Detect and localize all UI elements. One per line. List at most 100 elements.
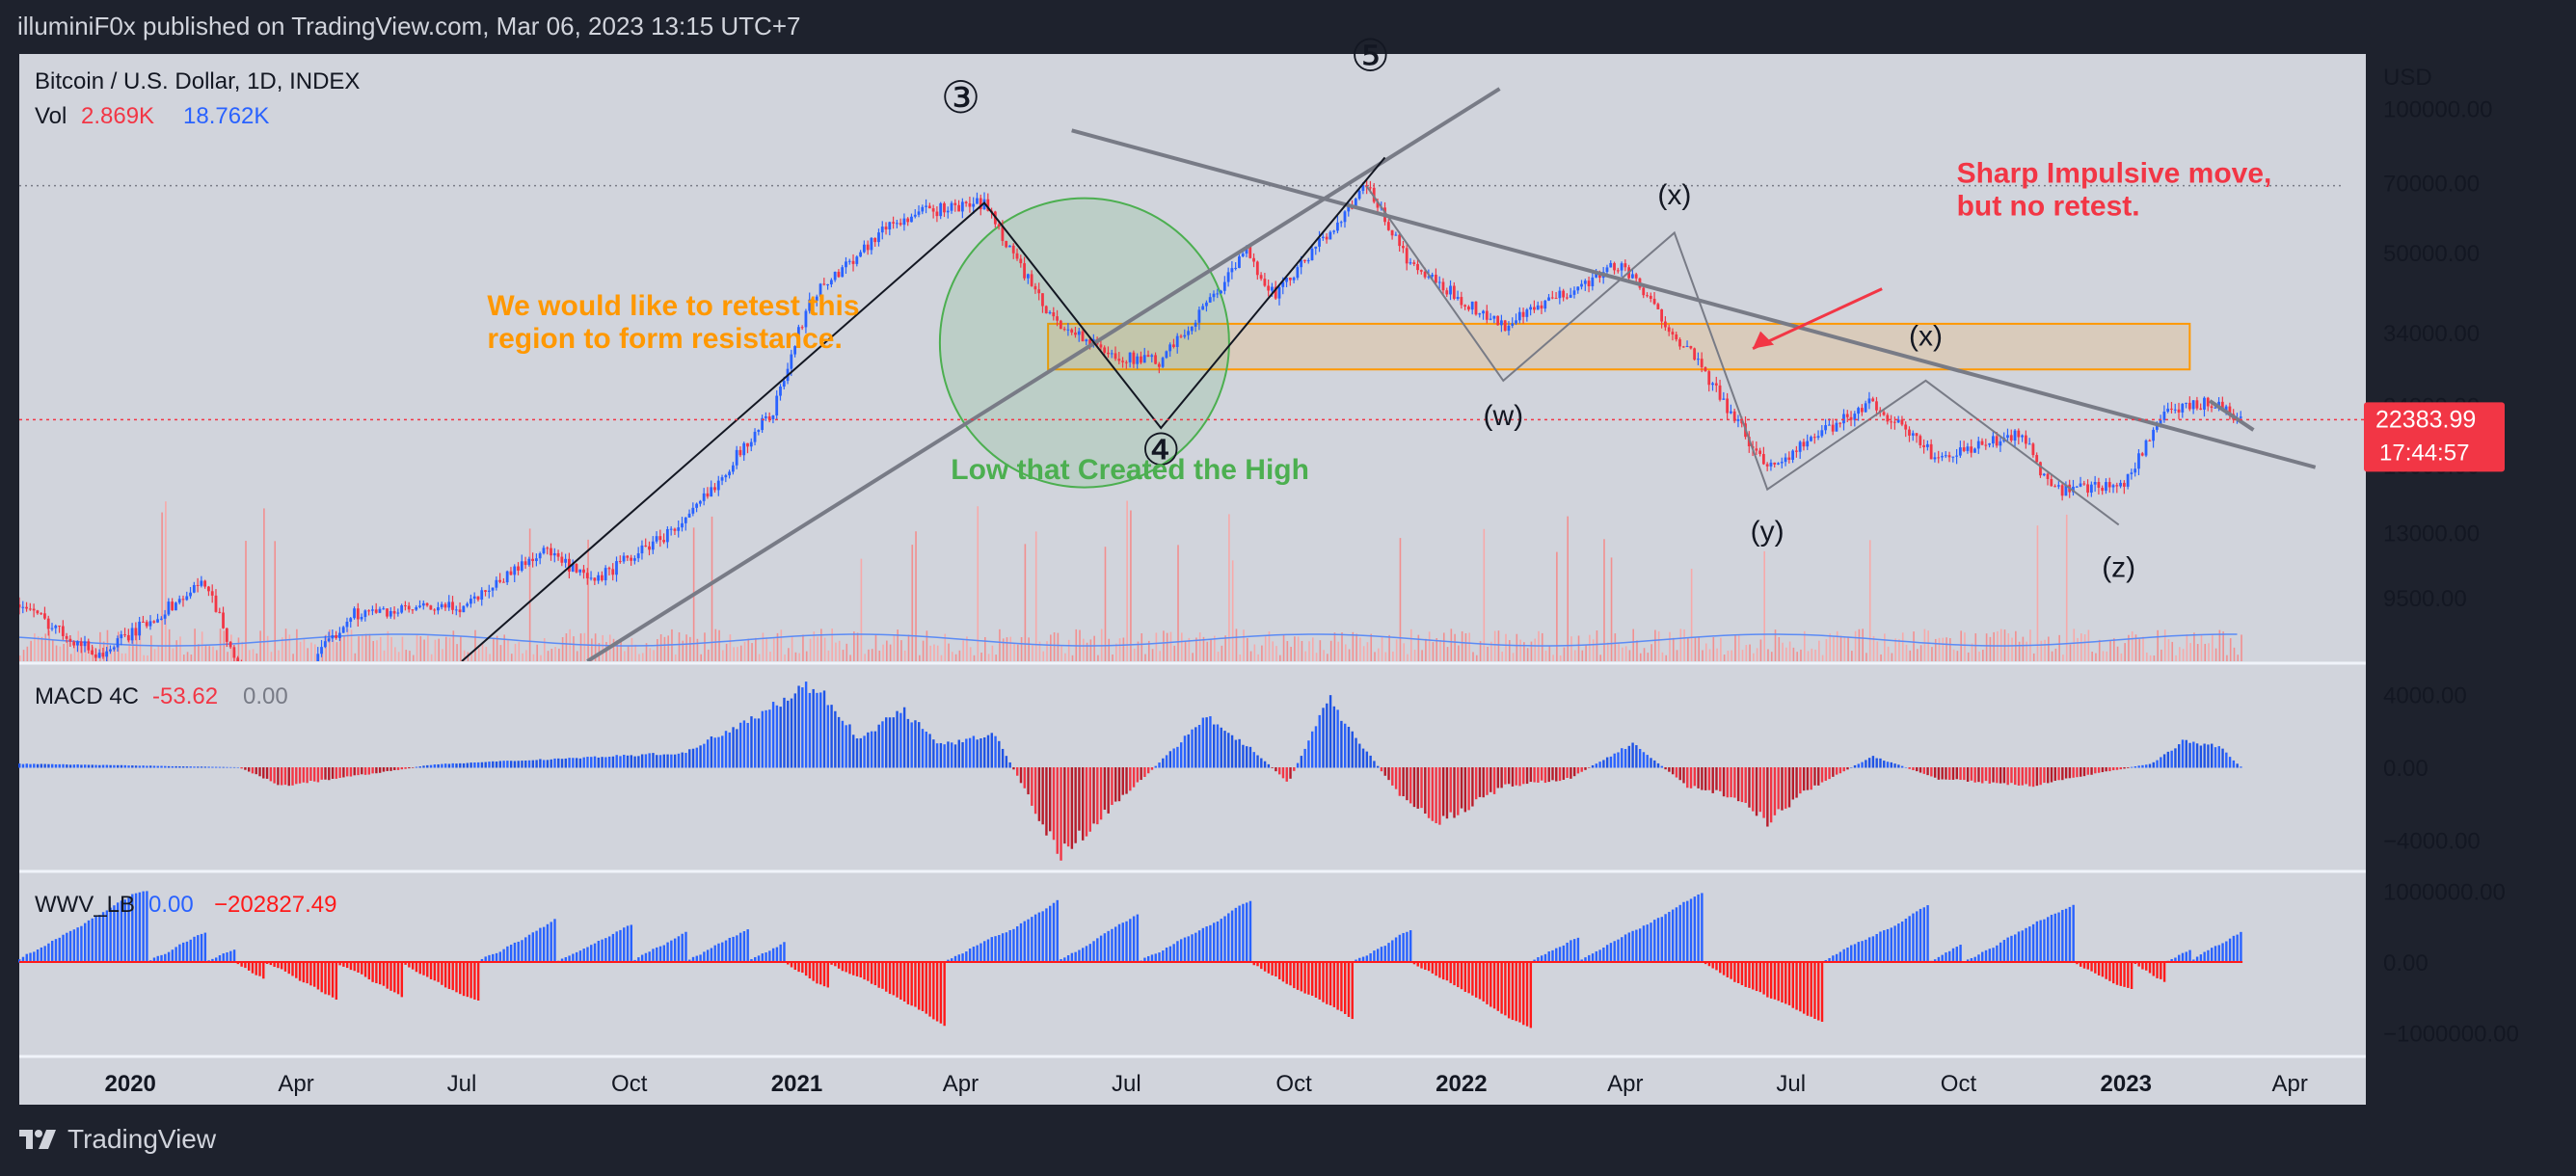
candle-body: [1405, 248, 1409, 264]
volume-bar: [1669, 631, 1671, 661]
wwv-bar: [1114, 926, 1117, 963]
wwv-bar: [1016, 925, 1019, 963]
macd-bar: [378, 767, 382, 773]
macd-bar: [1992, 767, 1995, 783]
macd-bar: [1489, 767, 1492, 792]
candle-body: [123, 634, 126, 636]
candle-body: [1146, 355, 1150, 358]
volume-average-line: [19, 633, 2238, 647]
trendline-3: [2209, 399, 2255, 432]
macd-bar: [280, 767, 283, 786]
macd-bar: [189, 766, 192, 768]
macd-bar: [1656, 762, 1660, 768]
macd-bar: [1642, 752, 1646, 768]
wwv-bar: [47, 943, 50, 963]
macd-bar: [2232, 760, 2236, 768]
candle-body: [437, 607, 440, 611]
macd-bar: [404, 767, 407, 769]
candle-body: [1765, 464, 1769, 467]
volume-bar: [1166, 632, 1168, 661]
candle-body: [1074, 332, 1077, 335]
macd-bar: [1412, 767, 1416, 808]
volume-bar: [1006, 637, 1008, 661]
candle-body: [163, 614, 167, 619]
macd-bar: [1973, 767, 1976, 783]
candle-body: [1550, 297, 1554, 299]
volume-bar: [1945, 637, 1947, 661]
wwv-bar: [33, 951, 36, 963]
candle-body: [1726, 398, 1730, 414]
volume-bar: [463, 650, 466, 661]
candle-body: [2039, 462, 2042, 476]
macd-bar: [1066, 767, 1070, 847]
candle-body: [662, 540, 666, 543]
macd-bar: [116, 764, 120, 768]
wwv-bar: [2188, 949, 2191, 963]
wwv-bar: [1605, 945, 1609, 963]
price-axis-tick: 70000.00: [2383, 171, 2480, 197]
wwv-bar: [2112, 962, 2115, 984]
macd-bar: [1817, 767, 1820, 786]
wwv-bar: [1336, 962, 1339, 1010]
candle-body: [120, 634, 123, 639]
wwv-bar: [535, 930, 538, 963]
volume-bar: [296, 628, 298, 661]
macd-bar: [1416, 767, 1419, 809]
macd-bar: [593, 756, 597, 768]
volume-bar: [1148, 640, 1150, 661]
macd-bar: [1518, 767, 1521, 787]
macd-bar: [1617, 752, 1620, 768]
volume-bar: [153, 649, 156, 661]
macd-bar: [101, 764, 105, 768]
candle-body: [171, 601, 174, 611]
candle-body: [1044, 306, 1048, 314]
wwv-bar: [644, 952, 648, 963]
wwv-bar: [2082, 962, 2086, 969]
macd-bar: [277, 767, 280, 786]
macd-bar: [382, 767, 386, 772]
wwv-bar: [1609, 943, 1613, 963]
candle-body: [1675, 334, 1678, 340]
macd-bar: [50, 763, 54, 768]
candle-body: [1696, 359, 1700, 361]
wwv-bar: [2211, 948, 2214, 963]
candle-body: [327, 638, 331, 642]
candle-body: [1234, 267, 1238, 269]
candle-body: [582, 569, 585, 574]
macd-bar: [837, 716, 841, 768]
volume-bar: [583, 632, 586, 661]
candle-body: [1857, 408, 1861, 414]
candle-body: [1503, 320, 1507, 332]
wwv-bar: [393, 962, 396, 993]
candle-body: [2140, 453, 2144, 456]
wwv-bar: [691, 956, 695, 963]
candle-body: [855, 256, 859, 264]
candle-body: [1838, 422, 1842, 424]
wwv-bar: [80, 925, 83, 963]
wwv-bar: [1256, 962, 1259, 967]
wwv-bar: [160, 954, 163, 963]
wwv-bar: [1511, 962, 1515, 1021]
wwv-bar: [1406, 931, 1409, 963]
volume-bar: [1942, 637, 1945, 661]
volume-bar: [704, 632, 706, 661]
volume-bar: [1064, 653, 1066, 661]
volume-bar: [1782, 642, 1784, 661]
wwv-bar: [1361, 956, 1365, 963]
candle-body: [1798, 441, 1802, 452]
wwv-bar: [826, 962, 829, 988]
candle-body: [1853, 414, 1857, 420]
candle-body: [1296, 267, 1300, 279]
candle-body: [1955, 455, 1958, 457]
chart-svg[interactable]: ③④⑤(x)(w)(x)(y)(z)We would like to retes…: [0, 0, 2576, 1107]
volume-bar: [1665, 655, 1667, 661]
candle-body: [1995, 436, 1999, 446]
candle-body: [76, 641, 79, 646]
candle-body: [349, 618, 353, 622]
candle-body: [1492, 315, 1496, 319]
tradingview-logo[interactable]: TradingView: [19, 1124, 216, 1155]
macd-bar: [1191, 729, 1194, 768]
macd-bar: [1650, 758, 1652, 768]
wwv-bar: [76, 927, 79, 963]
wwv-bar: [400, 962, 404, 998]
